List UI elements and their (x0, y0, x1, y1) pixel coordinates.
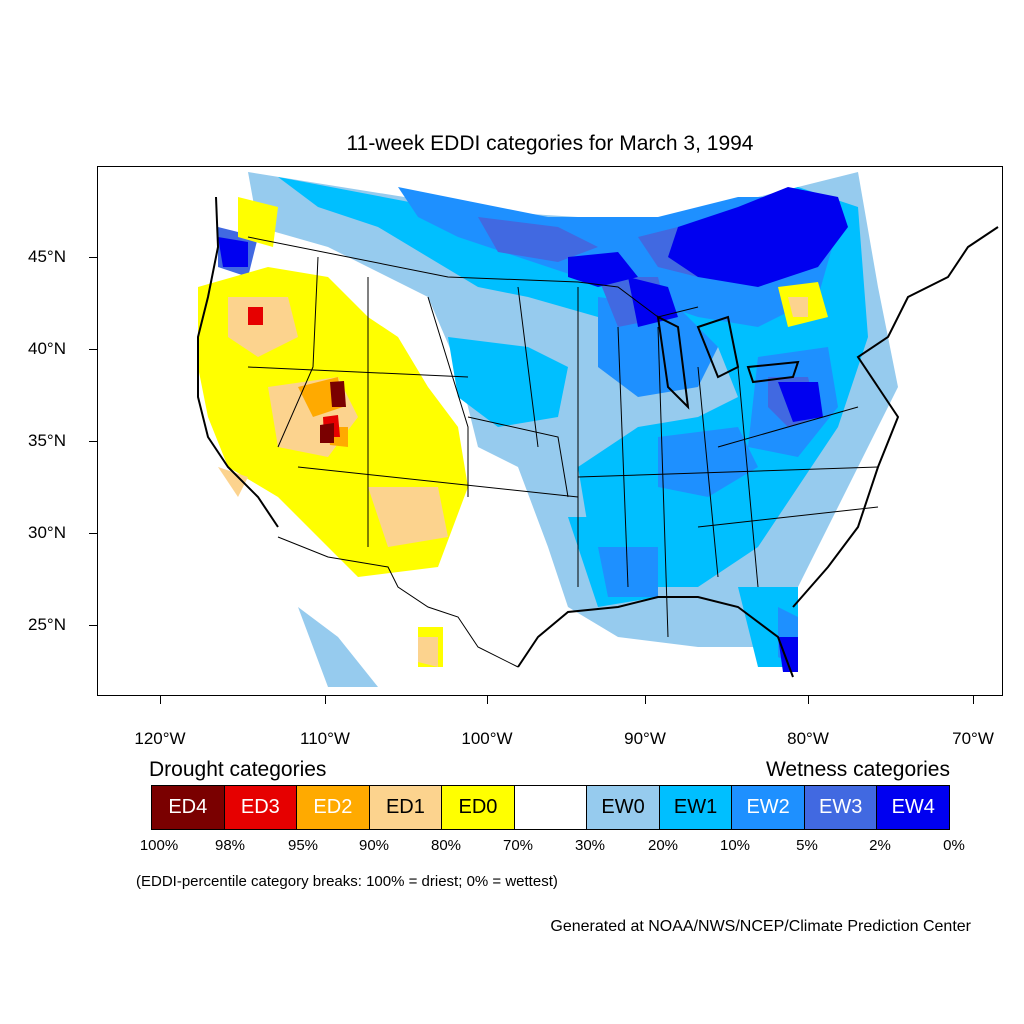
legend-ew4: EW4 (877, 786, 950, 829)
lon-tick (325, 696, 326, 704)
lat-tick (89, 533, 97, 534)
legend-ed3: ED3 (224, 786, 298, 829)
percent-break: 30% (574, 837, 606, 854)
legend-ew2: EW2 (732, 786, 805, 829)
ew4-region (218, 187, 848, 672)
credit-line: Generated at NOAA/NWS/NCEP/Climate Predi… (550, 918, 971, 935)
percent-break: 2% (869, 837, 891, 854)
canada-border (247, 236, 699, 318)
percent-break: 95% (287, 837, 319, 854)
legend-ed4: ED4 (152, 786, 225, 829)
lon-tick (973, 696, 974, 704)
percent-break: 80% (430, 837, 462, 854)
lon-tick (645, 696, 646, 704)
wetness-legend-title: Wetness categories (765, 758, 950, 781)
legend-ed1: ED1 (369, 786, 443, 829)
lat-tick (89, 257, 97, 258)
lat-tick (89, 625, 97, 626)
lat-label-35: 35°N (28, 431, 66, 450)
percent-break: 5% (796, 837, 818, 854)
lon-label-70: 70°W (952, 729, 994, 748)
category-breaks-note: (EDDI-percentile category breaks: 100% =… (136, 873, 558, 890)
lon-tick (160, 696, 161, 704)
legend-ed2: ED2 (297, 786, 370, 829)
coastlines (197, 196, 999, 678)
map-title: 11-week EDDI categories for March 3, 199… (346, 132, 754, 155)
mexico-border (277, 536, 519, 668)
lon-label-100: 100°W (461, 729, 513, 748)
drought-legend-title: Drought categories (149, 758, 327, 781)
legend-ew3: EW3 (804, 786, 878, 829)
lon-tick (487, 696, 488, 704)
category-legend: ED4 ED3 ED2 ED1 ED0 EW0 EW1 EW2 EW3 EW4 (151, 785, 950, 830)
lon-tick (808, 696, 809, 704)
percent-break: 98% (214, 837, 246, 854)
percent-break: 70% (502, 837, 534, 854)
lat-label-45: 45°N (28, 247, 66, 266)
legend-ew1: EW1 (659, 786, 733, 829)
lat-label-25: 25°N (28, 615, 66, 634)
percent-break: 0% (943, 837, 965, 854)
lon-label-80: 80°W (787, 729, 829, 748)
lat-label-30: 30°N (28, 523, 66, 542)
map-panel (97, 166, 1003, 696)
ed4-region (320, 381, 346, 443)
lat-tick (89, 349, 97, 350)
legend-neutral (514, 786, 588, 829)
legend-ew0: EW0 (587, 786, 660, 829)
percent-break: 100% (139, 837, 179, 854)
percent-break: 10% (719, 837, 751, 854)
eddi-map (98, 169, 1002, 695)
boundaries (247, 236, 879, 668)
percent-break: 20% (647, 837, 679, 854)
lon-label-90: 90°W (624, 729, 666, 748)
legend-ed0: ED0 (442, 786, 515, 829)
lat-label-40: 40°N (28, 339, 66, 358)
lat-tick (89, 441, 97, 442)
lon-label-120: 120°W (134, 729, 186, 748)
lon-label-110: 110°W (300, 729, 350, 748)
percent-break: 90% (358, 837, 390, 854)
